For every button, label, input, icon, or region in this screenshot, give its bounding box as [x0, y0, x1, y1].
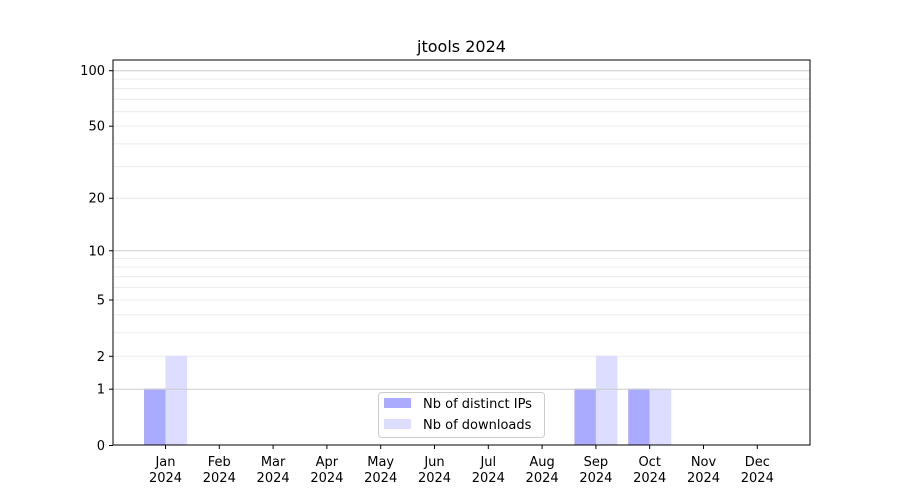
grid-major	[113, 70, 810, 390]
bar-distinct-ips	[144, 388, 166, 445]
legend-swatch	[384, 419, 411, 429]
x-tick-label: Dec 2024	[741, 455, 774, 486]
x-tick-label: Apr 2024	[310, 455, 343, 486]
y-tick-label: 100	[80, 64, 105, 79]
x-tick-label: Oct 2024	[633, 455, 666, 486]
x-tick-label: May 2024	[364, 455, 397, 486]
bars	[144, 355, 672, 445]
y-tick-label: 50	[88, 120, 105, 135]
x-tick-label: Jul 2024	[472, 455, 505, 486]
legend-swatch	[384, 398, 411, 408]
bar-downloads	[595, 355, 618, 445]
x-tick-label: Jun 2024	[418, 455, 451, 486]
legend-label: Nb of downloads	[423, 418, 532, 433]
y-tick-label: 20	[88, 192, 105, 207]
y-tick-label: 2	[97, 350, 105, 365]
legend-label: Nb of distinct IPs	[423, 397, 532, 412]
x-tick-label: Sep 2024	[579, 455, 612, 486]
chart-title: jtools 2024	[416, 37, 506, 56]
bar-downloads	[649, 388, 672, 445]
bar-distinct-ips	[574, 388, 596, 445]
y-tick-label: 10	[88, 244, 105, 259]
x-tick-label: Jan 2024	[149, 455, 182, 486]
bar-downloads	[165, 355, 187, 445]
legend-box	[378, 392, 545, 438]
y-tick-label: 5	[97, 293, 105, 308]
plot-frame	[112, 59, 811, 446]
y-tick-label: 1	[97, 383, 105, 398]
x-tick-label: Nov 2024	[687, 455, 720, 486]
x-tick-label: Aug 2024	[526, 455, 559, 486]
x-axis: Jan 2024 Feb 2024 Mar 2024 Apr 2024 May 2024 Jun 20…	[149, 445, 774, 486]
bar-distinct-ips	[628, 388, 650, 445]
y-axis: 0 1 2 5 10 20 50 100	[80, 64, 113, 454]
x-tick-label: Feb 2024	[203, 455, 236, 486]
x-tick-label: Mar 2024	[257, 455, 290, 486]
y-tick-label: 0	[97, 439, 105, 454]
legend: Nb of distinct IPs Nb of downloads	[378, 392, 545, 438]
grid	[113, 78, 810, 357]
